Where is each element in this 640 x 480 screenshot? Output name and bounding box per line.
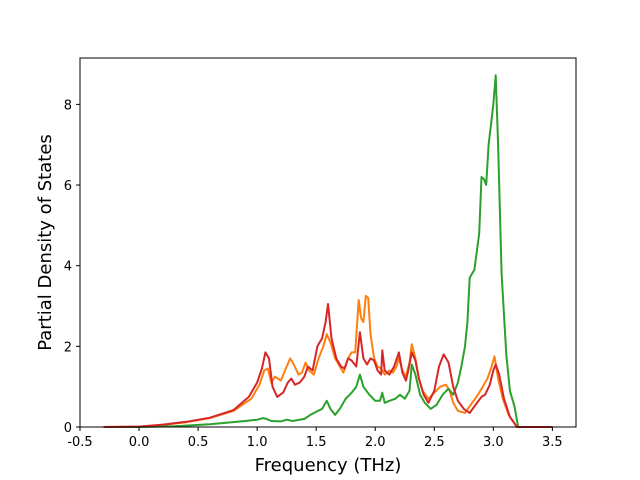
x-tick-label: 0.5 (188, 435, 209, 450)
x-tick-label: -0.5 (67, 435, 92, 450)
x-axis-ticks: -0.5 0.0 0.5 1.0 1.5 2.0 2.5 3.0 3.5 (67, 427, 563, 450)
y-tick-label: 0 (64, 421, 72, 436)
x-tick-label: 1.0 (247, 435, 268, 450)
series-line-3 (103, 303, 553, 428)
x-tick-label: 2.0 (365, 435, 386, 450)
y-tick-label: 2 (64, 340, 72, 355)
y-axis-ticks: 0 2 4 6 8 (64, 98, 80, 436)
series-lines (103, 74, 553, 428)
y-axis-label: Partial Density of States (35, 134, 56, 351)
x-tick-label: 2.5 (424, 435, 445, 450)
series-line-1 (103, 294, 553, 428)
plot-area (80, 58, 576, 427)
x-axis-label: Frequency (THz) (255, 455, 402, 476)
x-tick-label: 1.5 (306, 435, 327, 450)
plot-frame (79, 57, 577, 428)
series-line-2 (103, 74, 553, 428)
y-tick-label: 4 (64, 260, 72, 275)
x-tick-label: 3.0 (483, 435, 504, 450)
x-tick-label: 0.0 (129, 435, 150, 450)
x-tick-label: 3.5 (542, 435, 563, 450)
y-tick-label: 6 (64, 179, 72, 194)
y-tick-label: 8 (64, 98, 72, 113)
